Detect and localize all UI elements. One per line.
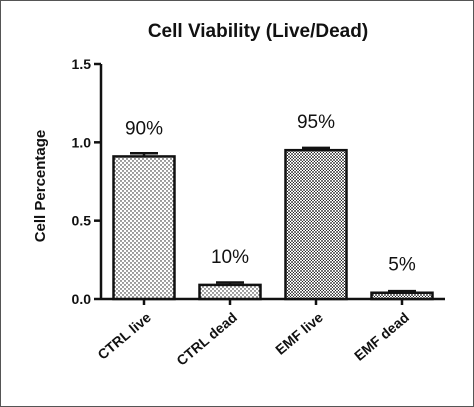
x-tick-label: CTRL live <box>94 309 154 363</box>
y-tick-label: 0.5 <box>72 213 92 229</box>
plot-area: 0.0 0.5 1.0 1.5 90% CTRL live 10% CTRL dead 95% E… <box>72 56 445 369</box>
x-tick-label: EMF dead <box>351 309 412 364</box>
data-label: 10% <box>211 247 249 268</box>
bar <box>198 283 262 301</box>
y-axis-label: Cell Percentage <box>32 130 49 243</box>
data-label: 5% <box>388 255 416 276</box>
bar <box>112 155 176 301</box>
x-tick-label: CTRL dead <box>173 309 240 369</box>
data-label: 95% <box>297 112 335 133</box>
data-label: 90% <box>125 118 163 139</box>
x-tick-label: EMF live <box>272 309 326 358</box>
y-tick-label: 1.0 <box>72 134 92 150</box>
y-tick-label: 1.5 <box>72 56 92 72</box>
chart-title: Cell Viability (Live/Dead) <box>148 21 368 42</box>
bar <box>284 148 348 301</box>
y-tick-label: 0.0 <box>72 291 92 307</box>
bar <box>370 291 434 301</box>
